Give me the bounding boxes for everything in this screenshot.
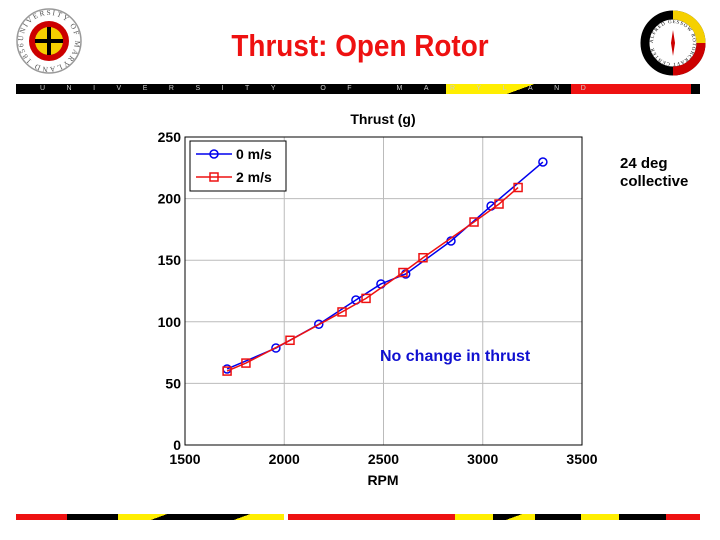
x-tick-label: 2000 [269,451,300,467]
legend-label-0ms: 0 m/s [236,146,272,162]
x-tick-label: 3500 [566,451,597,467]
x-tick-label: 2500 [368,451,399,467]
top-banner [16,84,700,94]
data-point-square [361,293,371,304]
y-tick-label: 50 [165,375,181,391]
banner-text: UNIVERSITY OF MARYLAND [40,85,608,92]
data-point-square [494,199,504,209]
slide-title: Thrust: Open Rotor [231,28,489,63]
gessow-center-logo: ALFRED GESSOW ROTORCRAFT CENTER [640,10,706,76]
y-tick-label: 200 [158,191,182,207]
y-tick-label: 150 [158,252,182,268]
data-point-square [241,358,251,368]
x-tick-label: 3000 [467,451,498,467]
data-point-square [513,182,523,193]
umd-seal-logo: UNIVERSITY OF MARYLAND 1856 [16,8,82,74]
data-point-circle [271,343,281,353]
series-line-1 [226,186,519,372]
data-point-square [285,335,295,346]
x-tick-label: 1500 [169,451,200,467]
data-point-circle [314,319,324,330]
side-note-line2: collective [620,173,689,190]
side-note-line1: 24 deg [620,155,668,172]
y-tick-label: 250 [158,129,182,145]
data-point-circle [538,157,548,167]
data-point-square [337,307,347,317]
data-point-square [398,267,408,278]
plot-frame [184,136,583,446]
data-point-square [418,252,428,263]
data-point-square [222,366,232,376]
legend-label-2ms: 2 m/s [236,169,272,185]
bottom-banner [16,514,700,520]
x-axis-label: RPM [367,472,398,488]
data-point-square [469,217,479,227]
legend-circle-marker [209,149,219,159]
legend: 0 m/s 2 m/s [189,140,287,192]
annotation: No change in thrust [380,348,531,365]
y-tick-label: 100 [158,314,182,330]
chart-title: Thrust (g) [350,111,415,127]
side-note: 24 deg collective [620,155,688,191]
series-line-0 [226,161,544,370]
legend-square-marker [209,172,219,182]
y-tick-label: 0 [173,437,181,453]
